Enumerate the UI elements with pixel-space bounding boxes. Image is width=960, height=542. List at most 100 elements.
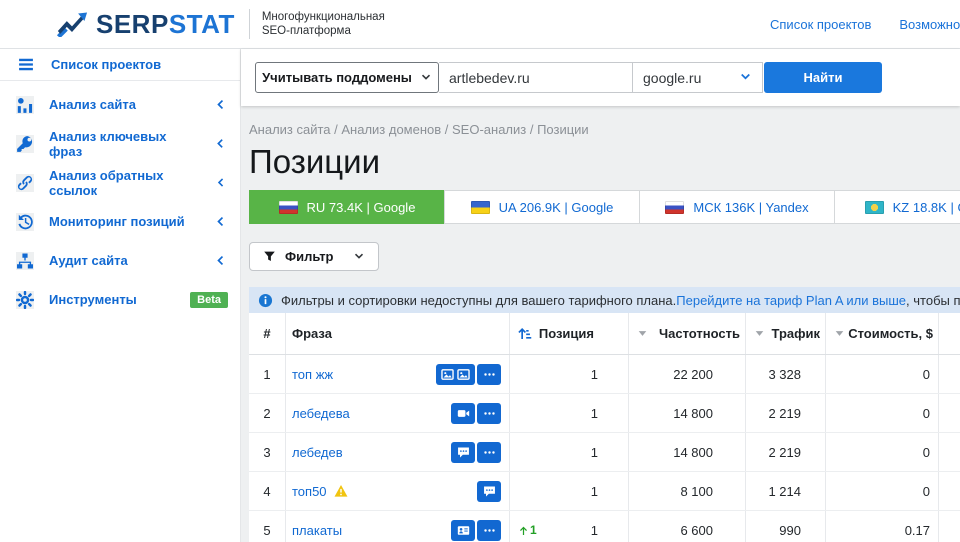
filter-button-label: Фильтр (285, 249, 334, 264)
domain-input[interactable] (439, 62, 633, 93)
position-value: 1 (590, 522, 598, 538)
top-nav: Список проектов Возможности (770, 0, 960, 48)
column-header-position[interactable]: Позиция (510, 313, 629, 354)
analytics-icon (16, 95, 34, 114)
more-features-badge[interactable] (477, 519, 501, 541)
triangle-down-icon (754, 328, 765, 339)
sidebar-item-label: Анализ ключевых фраз (49, 128, 167, 159)
phrase-cell: лебедев (286, 433, 510, 471)
keyword-link[interactable]: плакаты (292, 522, 343, 538)
sitemap-icon (16, 251, 34, 270)
comment-icon (457, 446, 470, 459)
position-value: 1 (590, 444, 598, 460)
traffic-cell: 2 219 (746, 394, 826, 432)
region-tab[interactable]: МСК 136K | Yandex (639, 190, 835, 224)
phrase-cell: топ50 (286, 472, 510, 510)
clipped-cell (939, 472, 960, 510)
more-features-badge[interactable] (477, 402, 501, 424)
phrase-group: топ жж (292, 367, 333, 382)
keyword-link[interactable]: лебедев (292, 444, 343, 460)
row-number-cell: 5 (249, 511, 286, 542)
search-engine-select[interactable]: google.ru (633, 62, 763, 93)
serp-features-badge[interactable] (477, 480, 501, 502)
volume-cell: 14 800 (629, 394, 746, 432)
more-features-badge[interactable] (477, 441, 501, 463)
sidebar-item[interactable]: Мониторинг позиций (0, 202, 240, 241)
upgrade-plan-link[interactable]: Перейдите на тариф Plan A или выше (676, 292, 907, 308)
position-cell: 1 (510, 472, 629, 510)
flag-ru-icon (665, 200, 685, 214)
row-number-cell: 2 (249, 394, 286, 432)
phrase-group: лебедев (292, 445, 343, 460)
sidebar-item-projects-list[interactable]: Список проектов (0, 49, 240, 81)
clipped-cell (939, 355, 960, 393)
row-number-cell: 4 (249, 472, 286, 510)
top-nav-link[interactable]: Возможности (899, 16, 960, 32)
column-header-cost[interactable]: Стоимость, $ (826, 313, 939, 354)
column-header-volume[interactable]: Частотность (629, 313, 746, 354)
sidebar-item-label: Мониторинг позиций (49, 214, 185, 229)
filter-button[interactable]: Фильтр (249, 242, 379, 271)
breadcrumb: Анализ сайта / Анализ доменов / SEO-анал… (249, 122, 589, 137)
search-engine-value: google.ru (643, 69, 702, 86)
sidebar-item[interactable]: Инструменты Beta (0, 280, 240, 319)
keyword-link[interactable]: топ50 (292, 483, 327, 499)
table-row: 3 лебедев 1 14 800 2 219 0 (249, 433, 960, 472)
serp-feature-badges (451, 519, 501, 541)
position-value: 1 (590, 366, 598, 382)
region-tab[interactable]: RU 73.4K | Google (249, 190, 445, 224)
subdomains-dropdown[interactable]: Учитывать поддомены (255, 62, 439, 93)
table-row: 4 топ50 1 8 100 1 214 0 (249, 472, 960, 511)
sidebar-item[interactable]: Анализ ключевых фраз (0, 124, 240, 163)
region-tab-label: UA 206.9K | Google (498, 199, 614, 215)
phrase-group: топ50 (292, 484, 348, 499)
row-number-cell: 1 (249, 355, 286, 393)
table-row: 5 плакаты 1 1 6 600 990 0.17 (249, 511, 960, 542)
arrow-up-icon (518, 525, 529, 536)
position-change-value: 1 (530, 523, 537, 537)
keyword-link[interactable]: топ жж (292, 366, 334, 382)
column-header-traffic[interactable]: Трафик (746, 313, 826, 354)
position-value: 1 (590, 483, 598, 499)
cost-cell: 0 (826, 433, 939, 471)
serpstat-logo[interactable]: SERP STAT (56, 11, 235, 37)
serp-features-badge[interactable] (436, 363, 475, 385)
clipped-cell (939, 394, 960, 432)
sidebar-item[interactable]: Аудит сайта (0, 241, 240, 280)
page-title: Позиции (249, 143, 381, 180)
chevron-left-icon (213, 98, 226, 111)
serp-features-badge[interactable] (451, 519, 475, 541)
sidebar-item[interactable]: Анализ обратных ссылок (0, 163, 240, 202)
table-row: 1 топ жж 1 22 200 3 328 0 (249, 355, 960, 394)
chevron-down-icon (420, 72, 432, 84)
region-tab[interactable]: KZ 18.8K | Google (834, 190, 960, 224)
region-tab[interactable]: UA 206.9K | Google (444, 190, 640, 224)
key-icon (16, 134, 34, 153)
clipped-cell (939, 433, 960, 471)
chevron-left-icon (213, 215, 226, 228)
main-content: Учитывать поддомены google.ru Найти Анал… (241, 49, 960, 542)
position-cell: 1 (510, 433, 629, 471)
serp-features-badge[interactable] (451, 402, 475, 424)
search-button[interactable]: Найти (764, 62, 882, 93)
sidebar-menu: Анализ сайта Анализ ключевых фраз Анализ о… (0, 81, 240, 319)
sidebar-item-label: Анализ обратных ссылок (49, 167, 164, 198)
top-nav-link[interactable]: Список проектов (770, 16, 872, 32)
phrase-cell: плакаты (286, 511, 510, 542)
serp-features-badge[interactable] (451, 441, 475, 463)
sidebar-item-label: Инструменты (49, 292, 137, 307)
history-icon (16, 212, 34, 231)
table-body: 1 топ жж 1 22 200 3 328 0 2 лебедева 1 14 800 2 21… (249, 355, 960, 542)
keyword-link[interactable]: лебедева (292, 405, 350, 421)
logo-text-serp: SERP (96, 9, 169, 39)
sidebar: Список проектов Анализ сайта Анализ ключе… (0, 49, 241, 542)
flag-ua-icon (470, 200, 490, 214)
region-tab-label: KZ 18.8K | Google (892, 199, 960, 215)
ellipsis-icon (483, 407, 496, 420)
ellipsis-icon (483, 446, 496, 459)
sidebar-item[interactable]: Анализ сайта (0, 85, 240, 124)
more-features-badge[interactable] (477, 363, 501, 385)
ellipsis-icon (483, 368, 496, 381)
ellipsis-icon (483, 524, 496, 537)
logo-divider (248, 9, 250, 39)
